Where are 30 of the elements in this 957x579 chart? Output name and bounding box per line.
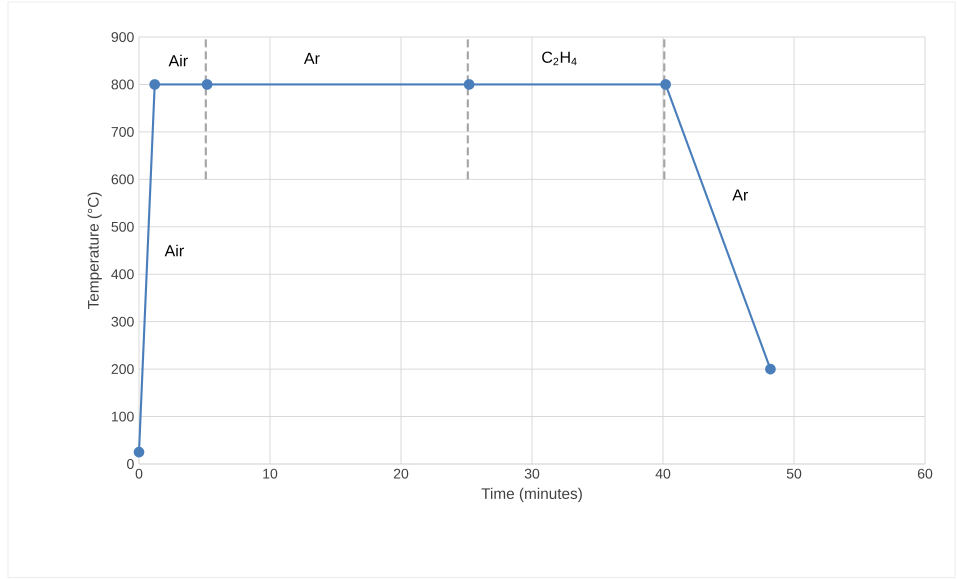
y-tick-label: 500 bbox=[111, 222, 134, 232]
point bbox=[149, 79, 160, 90]
x-tick-label: 40 bbox=[656, 468, 670, 479]
x-tick-label: 0 bbox=[136, 468, 142, 479]
x-tick-label: 10 bbox=[263, 468, 278, 479]
y-axis-title: Temperature (°C) bbox=[87, 192, 102, 310]
point bbox=[765, 364, 776, 374]
point bbox=[202, 79, 212, 90]
x-axis-title: Time (minutes) bbox=[482, 488, 582, 502]
point bbox=[464, 79, 474, 90]
y-tick-label: 300 bbox=[111, 316, 134, 327]
point bbox=[134, 446, 144, 458]
y-tick-label: 800 bbox=[112, 80, 134, 90]
x-tick-label: 60 bbox=[918, 468, 932, 479]
annotation: Air bbox=[164, 244, 184, 256]
y-tick-label: 0 bbox=[127, 459, 134, 469]
annotation: Ar bbox=[732, 190, 748, 200]
x-tick-label: 50 bbox=[786, 468, 802, 479]
y-tick-label: 200 bbox=[112, 364, 134, 374]
y-tick-label: 100 bbox=[112, 412, 134, 422]
y-tick-label: 600 bbox=[112, 174, 134, 184]
x-tick-label: 30 bbox=[524, 468, 540, 479]
point bbox=[660, 79, 671, 90]
y-tick-label: 400 bbox=[111, 269, 134, 280]
annotation: C$_{2}$H$_{4}$ bbox=[542, 52, 577, 66]
y-tick-label: 900 bbox=[112, 32, 134, 42]
annotation: Air bbox=[168, 54, 188, 66]
annotation: Ar bbox=[304, 52, 320, 64]
y-tick-label: 700 bbox=[112, 126, 134, 137]
x-tick-label: 20 bbox=[394, 468, 408, 479]
